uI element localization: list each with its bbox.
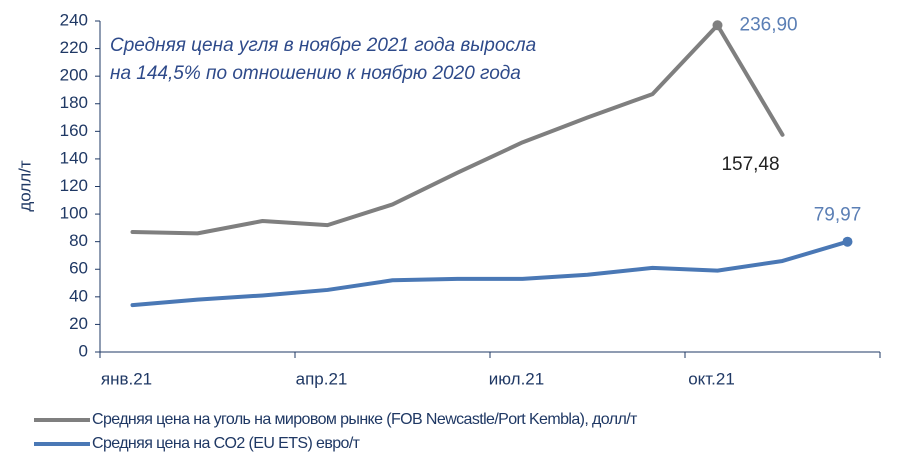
- y-tick-label: 20: [69, 314, 88, 333]
- legend-label: Средняя цена на уголь на мировом рынке (…: [92, 411, 638, 428]
- y-tick-label: 160: [60, 121, 88, 140]
- y-tick-label: 40: [69, 286, 88, 305]
- y-tick-label: 60: [69, 259, 88, 278]
- data-point: [842, 236, 853, 247]
- data-label: 157,48: [721, 154, 779, 175]
- data-line: [130, 23, 785, 236]
- y-tick-label: 120: [60, 176, 88, 195]
- data-line: [130, 239, 850, 308]
- y-axis-label: долл/т: [15, 160, 34, 212]
- legend-label: Средняя цена на CO2 (EU ETS) евро/т: [92, 435, 361, 452]
- y-tick-label: 220: [60, 38, 88, 57]
- x-tick-label: окт.21: [688, 369, 735, 388]
- y-tick-label: 80: [69, 231, 88, 250]
- x-tick-label: июл.21: [489, 369, 544, 388]
- y-tick-label: 140: [60, 148, 88, 167]
- annotation: на 144,5% по отношению к ноябрю 2020 год…: [110, 63, 521, 84]
- data-label: 79,97: [814, 205, 862, 226]
- annotation: Средняя цена угля в ноябре 2021 года выр…: [110, 35, 536, 56]
- y-tick-label: 200: [60, 66, 88, 85]
- x-tick-label: янв.21: [101, 369, 152, 388]
- y-tick-label: 240: [60, 10, 88, 29]
- data-point: [712, 20, 723, 31]
- y-tick-label: 0: [79, 341, 88, 360]
- y-tick-label: 180: [60, 93, 88, 112]
- x-tick-label: апр.21: [296, 369, 348, 388]
- y-tick-label: 100: [60, 204, 88, 223]
- data-label: 236,90: [740, 14, 798, 35]
